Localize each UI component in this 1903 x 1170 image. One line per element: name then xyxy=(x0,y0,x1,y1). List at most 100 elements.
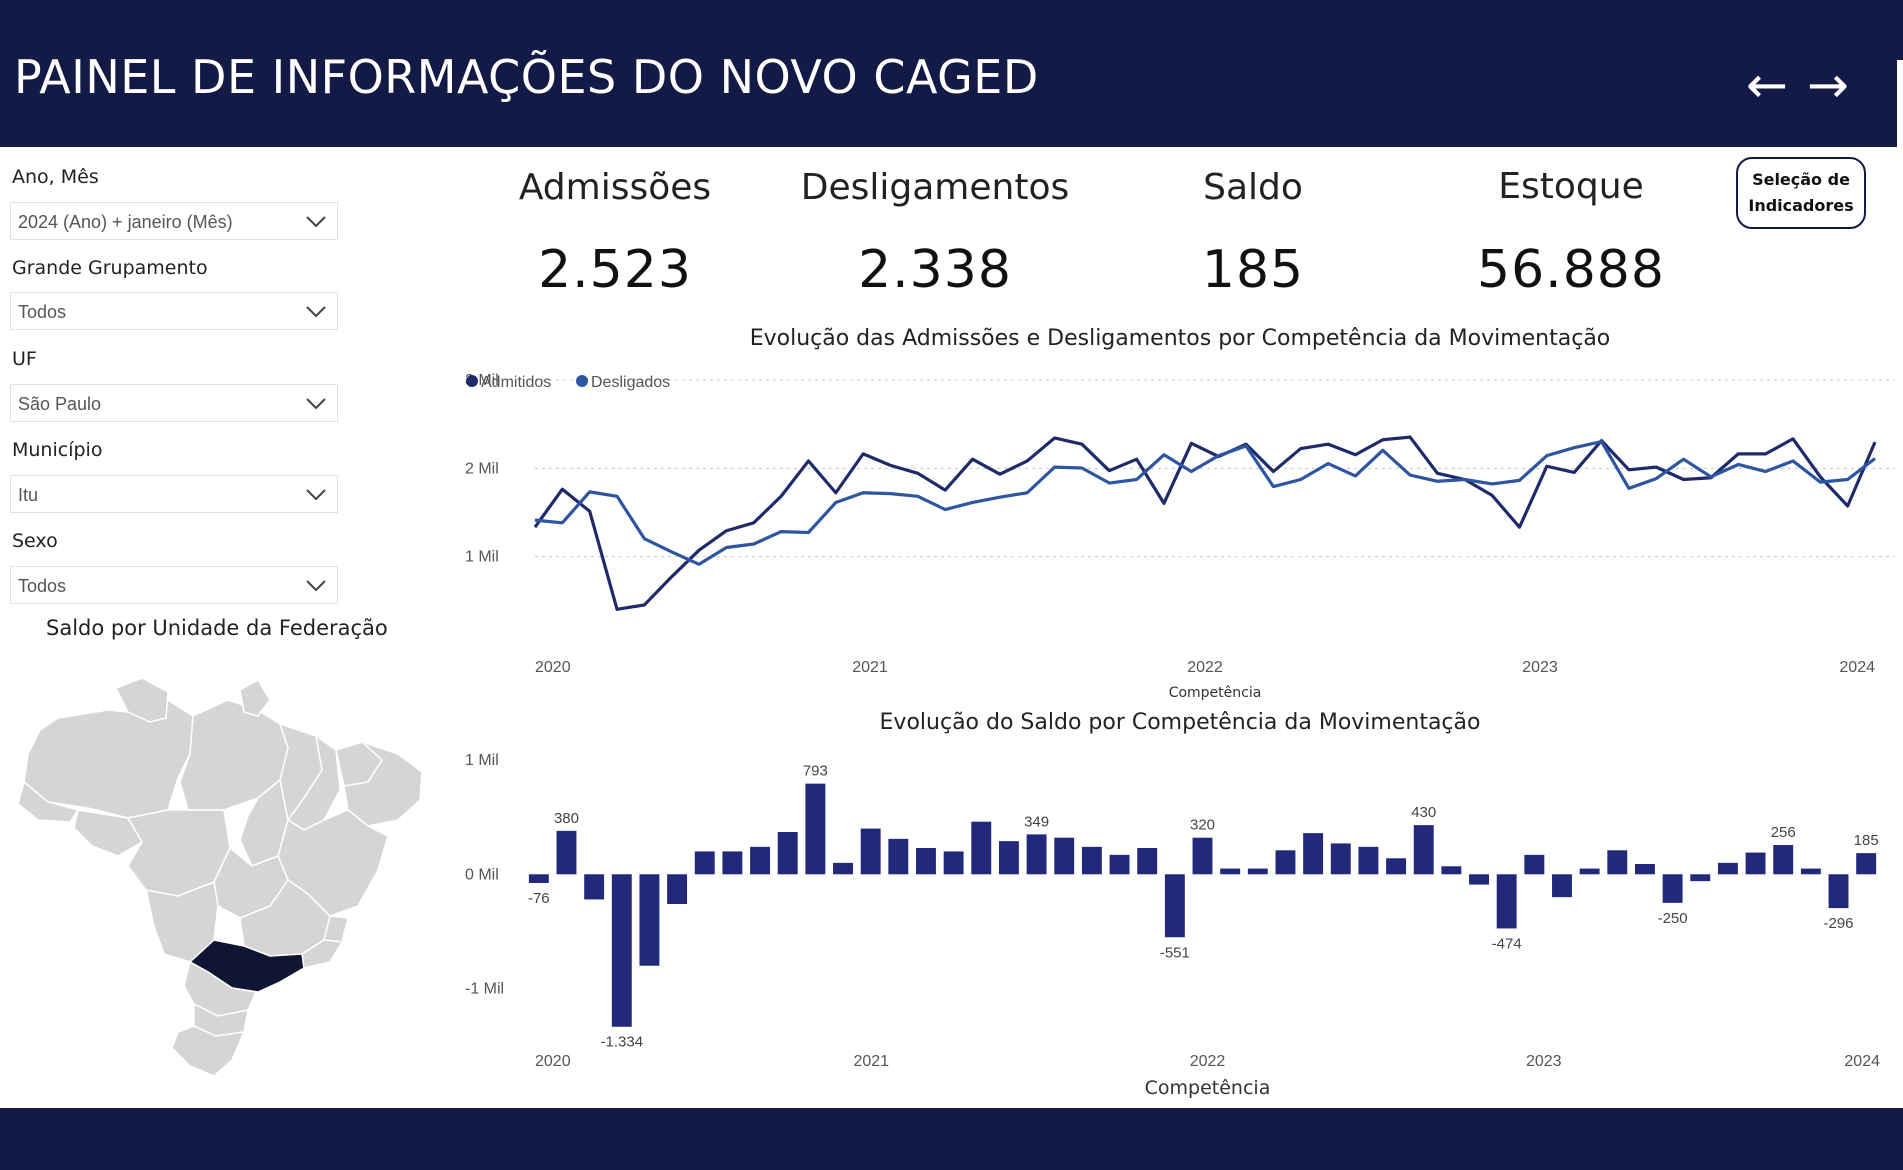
series-line-admitidos xyxy=(533,435,1877,611)
municipio-value: Itu xyxy=(18,485,39,505)
bar xyxy=(971,821,992,875)
bar xyxy=(1247,868,1268,875)
bar xyxy=(1745,852,1766,875)
filter-label-ano-mes: Ano, Mês xyxy=(12,166,99,188)
kpi-estoque-value: 56.888 xyxy=(1477,240,1665,300)
x-tick-label: 2021 xyxy=(853,1053,889,1070)
sexo-value: Todos xyxy=(18,576,67,596)
y-tick-label: 2 Mil xyxy=(465,460,499,477)
bar xyxy=(1192,837,1213,875)
data-label: 320 xyxy=(1190,817,1215,834)
bar xyxy=(1469,874,1489,885)
kpi-saldo-label: Saldo xyxy=(1203,167,1303,208)
bar xyxy=(1496,874,1517,929)
filter-label-grande-grupamento: Grande Grupamento xyxy=(12,257,208,279)
chevron-down-icon xyxy=(306,489,326,501)
grande-grupamento-dropdown[interactable]: Todos xyxy=(10,292,338,330)
bar xyxy=(1717,862,1738,875)
x-tick-label: 2022 xyxy=(1190,1053,1226,1070)
chevron-down-icon xyxy=(306,398,326,410)
chevron-down-icon xyxy=(306,216,326,228)
bar xyxy=(639,874,660,966)
uf-value: São Paulo xyxy=(18,394,102,414)
ano-mes-value: 2024 (Ano) + janeiro (Mês) xyxy=(18,212,233,232)
bar xyxy=(1856,853,1877,875)
x-tick-label: 2024 xyxy=(1839,659,1875,676)
kpi-saldo-value: 185 xyxy=(1201,240,1305,300)
y-tick-label: 1 Mil xyxy=(465,549,499,566)
bar xyxy=(1303,833,1324,875)
header-edge xyxy=(1897,60,1903,147)
indicator-button-line2: Indicadores xyxy=(1748,196,1854,215)
bar xyxy=(1413,825,1434,875)
bar xyxy=(1634,864,1655,875)
grande-grupamento-value: Todos xyxy=(18,302,67,322)
bar xyxy=(750,846,771,875)
data-label: 380 xyxy=(554,810,579,827)
bar xyxy=(805,783,826,875)
map-state-rs[interactable] xyxy=(171,1025,246,1077)
data-label: 185 xyxy=(1854,832,1879,849)
data-label: -551 xyxy=(1160,944,1190,961)
arrow-right-icon[interactable]: → xyxy=(1807,56,1849,114)
chevron-down-icon xyxy=(306,580,326,592)
bar xyxy=(1828,874,1849,909)
x-tick-label: 2023 xyxy=(1522,659,1558,676)
map-title: Saldo por Unidade da Federação xyxy=(46,616,388,640)
bar xyxy=(1109,854,1130,875)
bar xyxy=(1275,850,1296,875)
bar xyxy=(1081,846,1102,875)
line-chart-title: Evolução das Admissões e Desligamentos p… xyxy=(749,326,1611,351)
data-label: -1.334 xyxy=(601,1034,644,1051)
bar xyxy=(1137,848,1158,875)
bar xyxy=(833,862,853,875)
y-tick-label: -1 Mil xyxy=(465,981,504,998)
map-state-ap[interactable] xyxy=(239,678,271,717)
bar xyxy=(860,828,881,875)
bar xyxy=(1441,866,1462,875)
data-label: -296 xyxy=(1824,915,1854,932)
data-label: 256 xyxy=(1771,824,1796,841)
bar xyxy=(1690,874,1711,882)
indicator-selection-button[interactable]: Seleção de Indicadores xyxy=(1736,157,1866,229)
legend-marker xyxy=(576,375,588,387)
kpi-estoque-label: Estoque xyxy=(1498,166,1644,207)
x-tick-label: 2020 xyxy=(535,659,571,676)
map-state-am[interactable] xyxy=(23,699,194,819)
map-state-ac[interactable] xyxy=(18,780,80,823)
data-label: -76 xyxy=(528,890,550,907)
municipio-dropdown[interactable]: Itu xyxy=(10,475,338,513)
filter-label-municipio: Município xyxy=(12,439,103,461)
legend-entry: Admitidos xyxy=(481,374,551,391)
ano-mes-dropdown[interactable]: 2024 (Ano) + janeiro (Mês) xyxy=(10,202,338,240)
bar xyxy=(777,832,798,875)
legend-marker xyxy=(466,375,478,387)
bar xyxy=(888,838,909,875)
y-tick-label: 0 Mil xyxy=(465,866,499,883)
filter-label-sexo: Sexo xyxy=(12,530,58,552)
uf-dropdown[interactable]: São Paulo xyxy=(10,384,338,422)
bar xyxy=(611,874,632,1027)
bar xyxy=(528,874,549,883)
page-title: PAINEL DE INFORMAÇÕES DO NOVO CAGED xyxy=(14,50,1039,104)
kpi-desligamentos-label: Desligamentos xyxy=(800,167,1070,208)
bar xyxy=(1386,858,1407,875)
bar xyxy=(1579,868,1600,875)
series-line-desligados xyxy=(534,439,1876,566)
bar xyxy=(1164,874,1185,938)
bar xyxy=(584,874,605,900)
x-tick-label: 2023 xyxy=(1526,1053,1562,1070)
bar xyxy=(1800,868,1821,875)
kpi-admissoes-value: 2.523 xyxy=(538,240,692,300)
bar xyxy=(1773,845,1794,875)
bar xyxy=(1662,874,1683,903)
brazil-map[interactable] xyxy=(18,670,428,1080)
bar xyxy=(1524,854,1545,875)
sexo-dropdown[interactable]: Todos xyxy=(10,566,338,604)
x-axis-title: Competência xyxy=(1145,1077,1271,1099)
bar xyxy=(556,830,577,875)
x-tick-label: 2020 xyxy=(535,1053,571,1070)
arrow-left-icon[interactable]: ← xyxy=(1746,56,1788,114)
map-state-rr[interactable] xyxy=(114,677,169,723)
x-tick-label: 2022 xyxy=(1187,659,1223,676)
